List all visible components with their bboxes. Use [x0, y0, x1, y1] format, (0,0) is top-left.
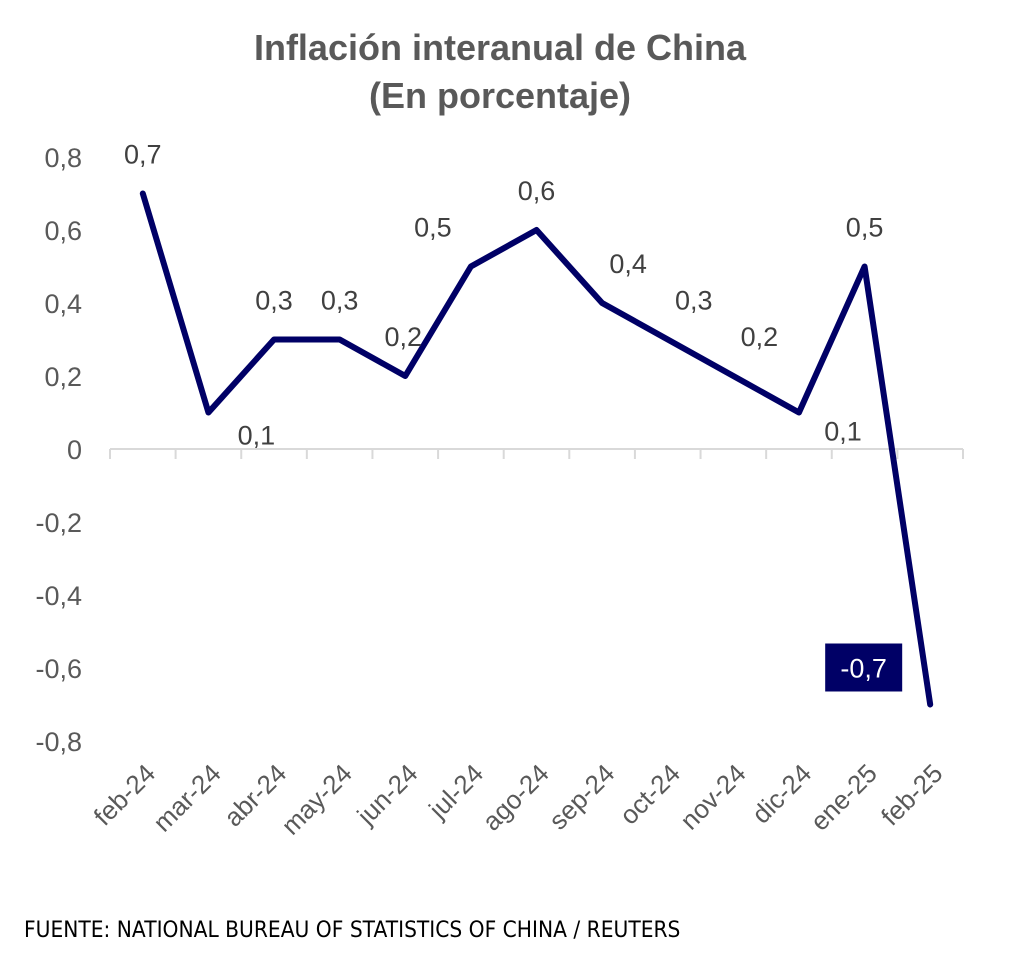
data-label: 0,3 — [255, 286, 293, 316]
data-label: 0,6 — [518, 176, 556, 206]
data-label-highlight-box — [825, 643, 903, 692]
x-tick-label: mar-24 — [147, 758, 226, 837]
x-tick-label: sep-24 — [543, 758, 620, 835]
data-label: 0,2 — [741, 322, 779, 352]
data-label: 0,2 — [384, 322, 422, 352]
y-tick-label: -0,6 — [35, 654, 82, 684]
y-tick-label: 0,6 — [44, 216, 82, 246]
chart-title: Inflación interanual de China — [254, 27, 747, 68]
y-tick-label: -0,8 — [35, 727, 82, 757]
data-label: 0,1 — [824, 417, 862, 447]
chart-subtitle: (En porcentaje) — [369, 75, 631, 116]
data-label: 0,1 — [238, 421, 276, 451]
x-tick-label: nov-24 — [674, 758, 751, 835]
y-tick-label: 0,4 — [44, 289, 82, 319]
data-label: 0,3 — [321, 286, 359, 316]
line-chart: Inflación interanual de China (En porcen… — [35, 27, 964, 841]
data-label: 0,3 — [675, 286, 713, 316]
y-axis: 0,8 0,6 0,4 0,2 0 -0,2 -0,4 -0,6 -0,8 — [35, 143, 82, 757]
x-tick-label: jun-24 — [350, 758, 423, 831]
source-note: FUENTE: NATIONAL BUREAU OF STATISTICS OF… — [24, 918, 681, 943]
data-label: 0,5 — [414, 213, 452, 243]
data-labels: 0,7 0,1 0,3 0,3 0,2 0,5 0,6 0,4 0,3 0,2 0,1 0,5 -0,7 — [124, 140, 903, 692]
data-label: 0,5 — [846, 213, 884, 243]
data-label-highlighted: -0,7 — [840, 654, 887, 684]
x-tick-label: ago-24 — [476, 758, 554, 836]
series-group — [139, 190, 934, 708]
y-tick-label: 0 — [67, 435, 82, 465]
y-tick-label: -0,4 — [35, 581, 82, 611]
data-label: 0,7 — [124, 140, 162, 170]
x-tick-label: may-24 — [275, 758, 358, 841]
y-tick-label: -0,2 — [35, 508, 82, 538]
y-tick-label: 0,8 — [44, 143, 82, 173]
x-tick-label: oct-24 — [614, 758, 686, 830]
y-tick-label: 0,2 — [44, 362, 82, 392]
x-tick-label: feb-25 — [875, 758, 948, 831]
data-label: 0,4 — [609, 249, 647, 279]
x-tick-label: ene-25 — [804, 758, 882, 836]
